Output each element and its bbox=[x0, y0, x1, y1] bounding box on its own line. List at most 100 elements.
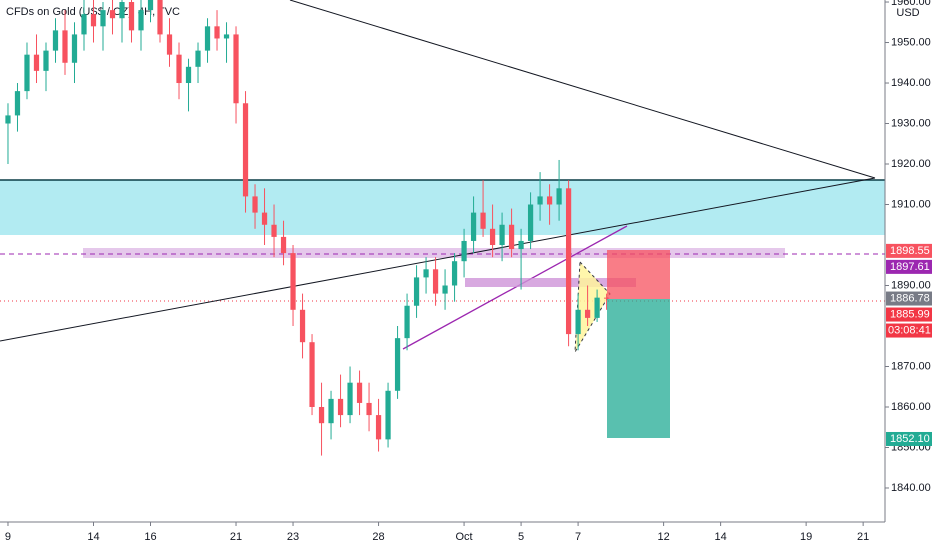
stop-zone bbox=[607, 250, 670, 299]
candle-body bbox=[603, 297, 610, 299]
candle-body bbox=[575, 309, 581, 335]
candle-body bbox=[119, 2, 125, 19]
candle-body bbox=[451, 261, 458, 286]
candle-body bbox=[204, 26, 211, 51]
candle-body bbox=[527, 204, 534, 241]
candle-body bbox=[423, 269, 429, 278]
candle-body bbox=[394, 338, 401, 391]
candle-body bbox=[537, 196, 543, 205]
y-tick-label: 1930.00 bbox=[891, 117, 931, 129]
candle-body bbox=[318, 406, 325, 424]
x-tick-label: 7 bbox=[575, 531, 581, 543]
candle-body bbox=[375, 415, 382, 440]
y-tick-label: 1940.00 bbox=[891, 77, 931, 89]
price-label-bg bbox=[886, 243, 932, 258]
candle-body bbox=[100, 10, 106, 27]
y-tick-label: 1960.00 bbox=[891, 0, 931, 8]
x-tick-label: 16 bbox=[144, 531, 156, 543]
candle-body bbox=[138, 10, 144, 31]
triangle-pattern bbox=[574, 260, 611, 353]
x-tick-label: 21 bbox=[857, 531, 869, 543]
candle-body bbox=[252, 196, 258, 213]
candle-body bbox=[43, 50, 49, 71]
candle-body bbox=[90, 14, 97, 27]
candle-body bbox=[470, 212, 477, 241]
candle-body bbox=[489, 228, 496, 246]
y-tick-label: 1860.00 bbox=[891, 401, 931, 413]
price-label: 1886.78 bbox=[890, 292, 930, 304]
price-label: 1852.10 bbox=[890, 433, 930, 445]
candle-body bbox=[166, 34, 173, 55]
x-tick-label: 19 bbox=[800, 531, 812, 543]
candle-body bbox=[594, 297, 600, 318]
price-label: 1885.99 bbox=[890, 308, 930, 320]
candle-body bbox=[499, 224, 505, 246]
candle-body bbox=[271, 224, 277, 237]
candle-body bbox=[109, 10, 116, 19]
candle-body bbox=[299, 309, 306, 343]
x-tick-label: 12 bbox=[657, 531, 669, 543]
candle-body bbox=[214, 26, 220, 39]
x-tick-label: 21 bbox=[230, 531, 242, 543]
candle-body bbox=[33, 54, 40, 71]
candle-body bbox=[565, 188, 572, 335]
candle-body bbox=[518, 240, 524, 250]
candle-body bbox=[413, 277, 420, 306]
y-tick-label: 1890.00 bbox=[891, 279, 931, 291]
x-tick-label: 9 bbox=[5, 531, 11, 543]
y-tick-label: 1910.00 bbox=[891, 198, 931, 210]
candle-body bbox=[366, 402, 372, 416]
trend-line bbox=[0, 177, 876, 342]
price-label-bg bbox=[886, 307, 932, 322]
countdown-bg bbox=[886, 323, 932, 338]
countdown: 03:08:41 bbox=[888, 324, 931, 336]
candle-body bbox=[480, 212, 486, 229]
candle-body bbox=[280, 236, 287, 254]
candle-body bbox=[81, 14, 87, 35]
price-label-bg bbox=[886, 291, 932, 306]
candle-body bbox=[290, 253, 296, 310]
candle-body bbox=[508, 224, 515, 250]
x-tick-label: 5 bbox=[518, 531, 524, 543]
candle-body bbox=[223, 34, 230, 39]
candle-body bbox=[62, 30, 68, 63]
candle-body bbox=[176, 54, 182, 84]
y-tick-label: 1870.00 bbox=[891, 360, 931, 372]
y-tick-label: 1920.00 bbox=[891, 158, 931, 170]
candle-body bbox=[14, 91, 21, 116]
candle-body bbox=[52, 30, 59, 51]
candle-body bbox=[185, 66, 192, 84]
price-label-bg bbox=[886, 431, 932, 446]
candle-body bbox=[337, 398, 344, 416]
candle-body bbox=[347, 382, 353, 416]
price-label-bg bbox=[886, 259, 932, 274]
candle-body bbox=[24, 54, 30, 92]
y-tick-label: 1840.00 bbox=[891, 482, 931, 494]
x-tick-label: 14 bbox=[87, 531, 99, 543]
currency-label: USD bbox=[896, 7, 919, 19]
candle-body bbox=[385, 390, 391, 440]
candle-body bbox=[128, 2, 135, 31]
candle-body bbox=[328, 398, 334, 424]
candle-body bbox=[5, 115, 11, 124]
purple-trend-line bbox=[402, 225, 628, 350]
candle-body bbox=[584, 309, 591, 318]
x-tick-label: 23 bbox=[287, 531, 299, 543]
candle-body bbox=[356, 382, 363, 403]
resistance-zone bbox=[0, 180, 885, 235]
candle-body bbox=[157, 0, 163, 35]
y-tick-label: 1950.00 bbox=[891, 36, 931, 48]
candle-body bbox=[261, 212, 268, 225]
candle-body bbox=[442, 285, 448, 294]
price-label: 1897.61 bbox=[890, 261, 930, 273]
candle-body bbox=[233, 34, 239, 104]
candle-body bbox=[546, 196, 553, 205]
candle-body bbox=[309, 342, 315, 407]
x-tick-label: 28 bbox=[372, 531, 384, 543]
candle-body bbox=[556, 188, 562, 205]
price-label: 1898.55 bbox=[890, 245, 930, 257]
candle-body bbox=[461, 240, 467, 262]
candle-body bbox=[71, 34, 78, 63]
